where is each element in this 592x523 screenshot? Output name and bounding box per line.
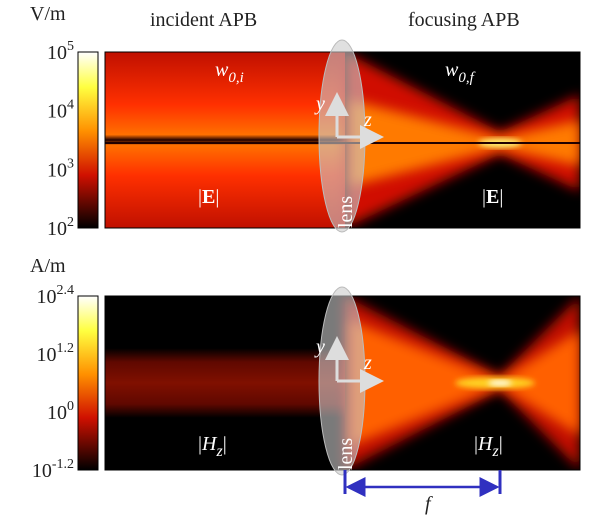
bar: | (215, 186, 219, 208)
tick-label: 102 (47, 215, 74, 240)
tick-base: 10 (47, 402, 67, 424)
bar: | (499, 186, 503, 208)
symbol: H (477, 433, 494, 455)
symbol: H (201, 433, 218, 455)
title-right: focusing APB (408, 9, 520, 31)
lens-label: lens (335, 438, 357, 470)
axis-label: y (314, 93, 325, 115)
colorbar (78, 296, 98, 470)
tick-base: 10 (32, 460, 52, 482)
tick-base: 10 (37, 344, 57, 366)
tick-exp: 3 (67, 156, 74, 171)
figure: V/m incident APB focusing APB 1051041031… (0, 0, 592, 518)
tick-base: 10 (47, 101, 67, 123)
tick-label: 102.4 (37, 283, 75, 308)
title-left: incident APB (150, 9, 257, 31)
tick-label: 104 (47, 98, 74, 123)
tick-exp: -1.2 (52, 457, 74, 472)
tick-base: 10 (47, 218, 67, 240)
tick-exp: 2 (67, 215, 74, 230)
field-label: |E| (482, 186, 503, 208)
tick-exp: 5 (67, 39, 74, 54)
tick-base: 10 (37, 286, 57, 308)
tick-exp: 2.4 (57, 283, 75, 298)
tick-label: 101.2 (37, 341, 75, 366)
axis-label: z (363, 352, 372, 374)
tick-exp: 0 (67, 399, 74, 414)
tick-label: 10-1.2 (32, 457, 74, 482)
axis-label: y (314, 336, 325, 358)
w-sub: 0,f (458, 70, 475, 86)
bar: | (499, 433, 503, 455)
w: w (215, 59, 229, 81)
tick-exp: 4 (67, 98, 74, 113)
tick-label: 105 (47, 39, 74, 64)
tick-label: 100 (47, 399, 74, 424)
focal-label: f (425, 493, 433, 515)
tick-base: 10 (47, 42, 67, 64)
unit: V/m (30, 3, 66, 25)
axis-label: z (363, 109, 372, 131)
w: w (445, 59, 459, 81)
symbol: E (486, 186, 499, 208)
tick-exp: 1.2 (57, 341, 75, 356)
bar: | (223, 433, 227, 455)
lens-label: lens (335, 196, 357, 228)
tick-base: 10 (47, 159, 67, 181)
colorbar (78, 52, 98, 228)
tick-label: 103 (47, 156, 74, 181)
w-sub: 0,i (228, 70, 243, 86)
unit: A/m (30, 255, 66, 277)
field-label: |E| (198, 186, 219, 208)
symbol: E (202, 186, 215, 208)
